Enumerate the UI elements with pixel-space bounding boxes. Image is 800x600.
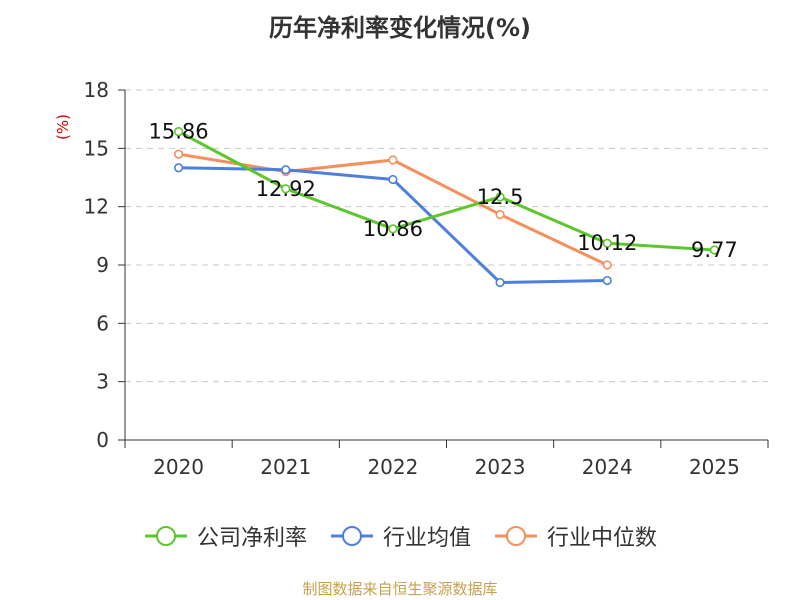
data-point (602, 275, 612, 286)
y-tick-label: 0 (96, 428, 109, 452)
legend-label: 行业中位数 (547, 526, 658, 551)
legend-label: 行业均值 (382, 526, 471, 551)
legend: 公司净利率 行业均值 行业中位数 (0, 520, 800, 552)
series-lines (173, 127, 720, 288)
data-point (602, 260, 612, 270)
x-tick-label: 2020 (153, 455, 204, 479)
y-axis-label: (%) (54, 114, 72, 140)
data-label: 9.77 (691, 238, 738, 262)
data-point (173, 163, 184, 173)
legend-item-industry-median[interactable]: 行业中位数 (493, 520, 657, 552)
data-label: 12.5 (477, 185, 524, 209)
data-labels: 15.86 12.92 10.86 12.5 10.12 9.77 (149, 120, 738, 262)
y-tick-label: 9 (96, 253, 109, 277)
data-label: 15.86 (149, 120, 209, 144)
data-label: 10.12 (577, 231, 637, 255)
data-point (173, 149, 184, 159)
data-point (173, 127, 184, 137)
grid-lines (125, 89, 768, 383)
data-point (388, 174, 398, 185)
legend-item-industry-mean[interactable]: 行业均值 (329, 520, 471, 552)
source-note: 制图数据来自恒生聚源数据库 (302, 580, 498, 598)
legend-marker-icon (495, 526, 537, 546)
axes: 0 3 6 9 12 15 18 2020 2021 2022 2023 2024 2025 (84, 78, 769, 479)
chart-title: 历年净利率变化情况(%) (269, 14, 531, 42)
data-point (495, 209, 505, 220)
legend-item-company-net-margin[interactable]: 公司净利率 (143, 520, 307, 552)
data-point (388, 155, 398, 165)
data-point (388, 224, 398, 234)
y-tick-label: 12 (84, 195, 109, 219)
y-tick-label: 18 (84, 78, 109, 102)
data-point (602, 238, 612, 248)
legend-marker-icon (144, 526, 187, 546)
data-label: 12.92 (256, 177, 316, 201)
data-point (495, 192, 505, 202)
x-tick-label: 2021 (260, 455, 311, 479)
data-point (709, 245, 720, 255)
y-tick-label: 6 (96, 311, 109, 335)
legend-marker-icon (330, 526, 373, 546)
data-label: 10.86 (363, 217, 423, 241)
y-tick-label: 15 (84, 136, 109, 160)
data-point (281, 184, 291, 194)
legend-label: 公司净利率 (196, 526, 307, 551)
data-point (281, 165, 291, 175)
series-line (177, 130, 715, 252)
data-point (495, 277, 505, 288)
y-tick-label: 3 (96, 370, 109, 394)
x-tick-label: 2024 (582, 455, 633, 479)
x-tick-label: 2025 (689, 455, 740, 479)
series-line (178, 152, 608, 267)
x-tick-label: 2022 (367, 455, 418, 479)
x-tick-label: 2023 (475, 455, 526, 479)
